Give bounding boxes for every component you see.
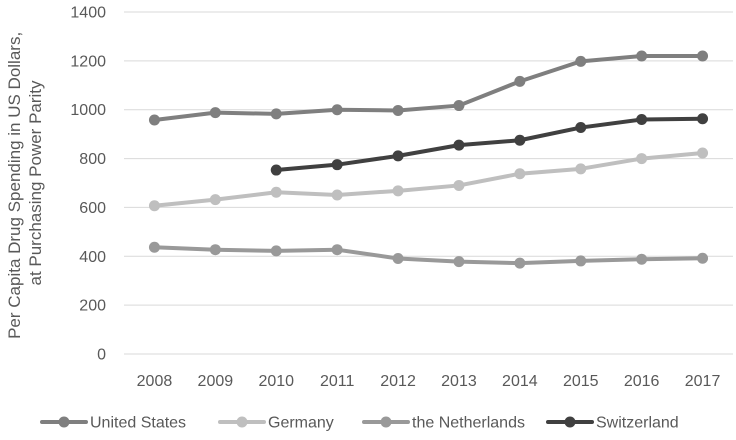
x-tick-label: 2009 [198, 373, 234, 390]
data-point-united-states [575, 55, 587, 67]
x-tick-label: 2013 [441, 373, 477, 390]
series-line-united-states [152, 53, 705, 122]
x-tick-label: 2017 [685, 373, 721, 390]
data-point-switzerland [270, 164, 282, 176]
y-tick-label: 800 [79, 151, 106, 168]
series-line-germany [152, 150, 705, 208]
data-point-the-netherlands [209, 244, 221, 256]
y-tick-label: 1200 [70, 53, 106, 70]
y-tick-label: 1000 [70, 102, 106, 119]
legend-label: the Netherlands [412, 415, 525, 432]
y-tick-label: 200 [79, 298, 106, 315]
legend-item-switzerland: Switzerland [546, 415, 679, 432]
data-point-united-states [514, 75, 526, 87]
y-tick-label: 0 [97, 347, 106, 364]
data-point-germany [148, 200, 160, 212]
series-switzerland [270, 113, 709, 176]
y-axis-title: Per Capita Drug Spending in US Dollars, … [5, 27, 45, 339]
data-point-germany [575, 163, 587, 175]
series-the-netherlands [148, 241, 709, 269]
legend-swatch-marker [58, 416, 70, 428]
legend-swatch-marker [236, 416, 248, 428]
data-point-germany [514, 168, 526, 180]
data-point-germany [392, 185, 404, 197]
series-group [148, 50, 709, 269]
data-point-the-netherlands [636, 253, 648, 265]
data-point-switzerland [392, 150, 404, 162]
x-tick-label: 2011 [320, 373, 355, 390]
data-point-germany [453, 179, 465, 191]
gridlines [124, 11, 733, 355]
data-point-united-states [697, 50, 709, 62]
data-point-germany [636, 153, 648, 165]
legend-item-germany: Germany [218, 415, 334, 432]
x-tick-label: 2008 [137, 373, 173, 390]
data-point-united-states [148, 114, 160, 126]
y-axis-title-line-1: Per Capita Drug Spending in US Dollars, [5, 32, 24, 339]
data-point-united-states [209, 107, 221, 119]
data-point-switzerland [514, 134, 526, 146]
data-point-the-netherlands [453, 256, 465, 268]
legend-label: Switzerland [596, 415, 679, 432]
legend-item-the-netherlands: the Netherlands [362, 415, 525, 432]
data-point-switzerland [697, 113, 709, 125]
x-tick-label: 2014 [502, 373, 538, 390]
data-point-the-netherlands [697, 252, 709, 264]
y-axis-title-line-2: at Purchasing Power Parity [26, 80, 45, 286]
y-axis-ticks: 0 200 400 600 800 1000 1200 1400 [70, 5, 106, 364]
data-point-the-netherlands [575, 255, 587, 267]
data-point-united-states [636, 50, 648, 62]
data-point-switzerland [636, 113, 648, 125]
x-tick-label: 2010 [258, 373, 294, 390]
legend-item-united-states: United States [40, 415, 186, 432]
data-point-switzerland [575, 122, 587, 134]
x-axis-ticks: 2008 2009 2010 2011 2012 2013 2014 2015 2016 2017 [137, 373, 721, 390]
series-united-states [148, 50, 709, 126]
x-tick-label: 2015 [563, 373, 599, 390]
data-point-united-states [453, 100, 465, 112]
data-point-the-netherlands [270, 245, 282, 257]
y-tick-label: 1400 [70, 5, 106, 22]
data-point-switzerland [453, 139, 465, 151]
y-tick-label: 600 [79, 200, 106, 217]
legend-swatch-marker [380, 416, 392, 428]
data-point-the-netherlands [514, 257, 526, 269]
data-point-germany [270, 186, 282, 198]
x-tick-label: 2016 [624, 373, 660, 390]
data-point-the-netherlands [331, 244, 343, 256]
data-point-united-states [392, 104, 404, 116]
data-point-germany [209, 194, 221, 206]
series-line-the-netherlands [152, 245, 705, 266]
series-germany [148, 147, 709, 212]
legend-label: Germany [268, 415, 334, 432]
x-tick-label: 2012 [380, 373, 416, 390]
data-point-the-netherlands [148, 241, 160, 253]
data-point-germany [697, 147, 709, 159]
y-tick-label: 400 [79, 249, 106, 266]
series-line-switzerland [274, 116, 705, 173]
data-point-switzerland [331, 159, 343, 171]
data-point-united-states [331, 104, 343, 116]
legend-swatch-marker [564, 416, 576, 428]
data-point-germany [331, 189, 343, 201]
data-point-the-netherlands [392, 252, 404, 264]
legend-label: United States [90, 415, 186, 432]
data-point-united-states [270, 108, 282, 120]
legend: United States Germany the Netherlands Switz… [40, 415, 679, 432]
